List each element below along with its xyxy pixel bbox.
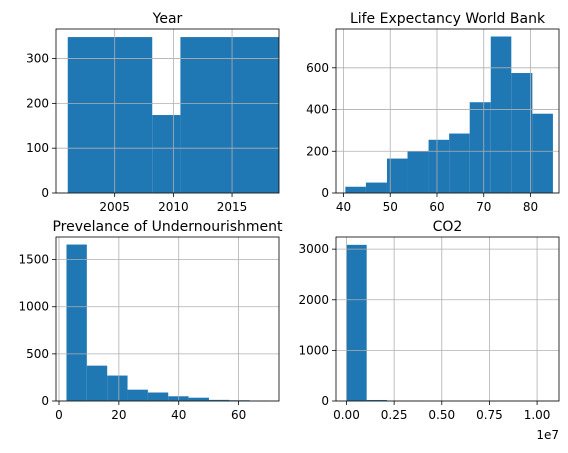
y-tick-label: 600 (306, 61, 329, 75)
x-tick-label: 0.50 (428, 408, 455, 422)
y-tick-label: 3000 (298, 242, 329, 256)
x-tick-label: 60 (231, 408, 246, 422)
axes-frame (336, 237, 559, 401)
histogram-bar-1 (366, 183, 387, 193)
y-tick-label: 2000 (298, 293, 329, 307)
x-tick-label: 2015 (217, 200, 248, 214)
histogram-bar-7 (491, 37, 512, 193)
histogram-bar-8 (511, 73, 532, 193)
x-tick-label: 1.00 (524, 408, 551, 422)
y-tick-label: 400 (306, 103, 329, 117)
x-tick-label: 40 (171, 408, 186, 422)
subplot-title: Year (152, 11, 183, 27)
histogram-bar-9 (532, 114, 553, 193)
subplot-co2: 0.00 0.25 0.50 0.75 1.00 0 1000 2000 3000 CO2 1e7 (298, 219, 559, 442)
y-tick-label: 500 (26, 347, 49, 361)
y-tick-label: 1500 (18, 253, 49, 267)
histogram-bar-6 (470, 102, 491, 193)
subplot-year: 2005 2010 2015 0 100 200 300 Year (26, 11, 279, 214)
histogram-bar-4 (429, 140, 450, 193)
histogram-bar-2 (107, 376, 127, 401)
histogram-bar-2 (180, 37, 279, 193)
histogram-bar-0 (68, 37, 153, 193)
subplot-title: Life Expectancy World Bank (350, 11, 546, 27)
y-tick-label: 0 (41, 394, 49, 408)
y-tick-label: 1000 (18, 300, 49, 314)
x-tick-label: 2005 (99, 200, 130, 214)
histogram-bar-1 (152, 115, 180, 193)
x-tick-label: 0 (55, 408, 63, 422)
histogram-bar-0 (66, 245, 86, 401)
y-tick-label: 0 (41, 186, 49, 200)
y-tick-label: 300 (26, 52, 49, 66)
x-tick-label: 60 (429, 200, 444, 214)
histogram-bar-1 (87, 366, 107, 401)
y-tick-label: 200 (306, 144, 329, 158)
subplot-title: Prevelance of Undernourishment (52, 219, 283, 235)
y-tick-label: 200 (26, 96, 49, 110)
histogram-bar-6 (189, 398, 209, 401)
x-tick-label: 0.25 (381, 408, 408, 422)
x-tick-label: 50 (383, 200, 398, 214)
x-offset-label: 1e7 (536, 428, 559, 442)
x-tick-label: 2010 (158, 200, 189, 214)
histogram-bar-3 (408, 151, 429, 193)
subplot-title: CO2 (433, 219, 463, 235)
x-tick-label: 80 (523, 200, 538, 214)
subplot-undernourishment: 0 20 40 60 0 500 1000 1500 Prevelance of Underno… (18, 219, 283, 422)
subplot-life-expectancy: 40 50 60 70 80 0 200 400 600 Life Expectancy Worl… (306, 11, 559, 214)
histogram-bar-3 (128, 390, 148, 401)
y-tick-label: 100 (26, 141, 49, 155)
y-tick-label: 0 (321, 394, 329, 408)
x-tick-label: 0.00 (333, 408, 360, 422)
x-tick-label: 70 (476, 200, 491, 214)
x-tick-label: 20 (111, 408, 126, 422)
histogram-bar-4 (148, 393, 168, 401)
y-tick-label: 1000 (298, 343, 329, 357)
x-tick-label: 40 (336, 200, 351, 214)
histogram-bar-0 (345, 187, 366, 193)
histogram-bar-5 (449, 134, 470, 193)
y-tick-label: 0 (321, 186, 329, 200)
histogram-bar-0 (346, 245, 366, 401)
x-tick-label: 0.75 (476, 408, 503, 422)
